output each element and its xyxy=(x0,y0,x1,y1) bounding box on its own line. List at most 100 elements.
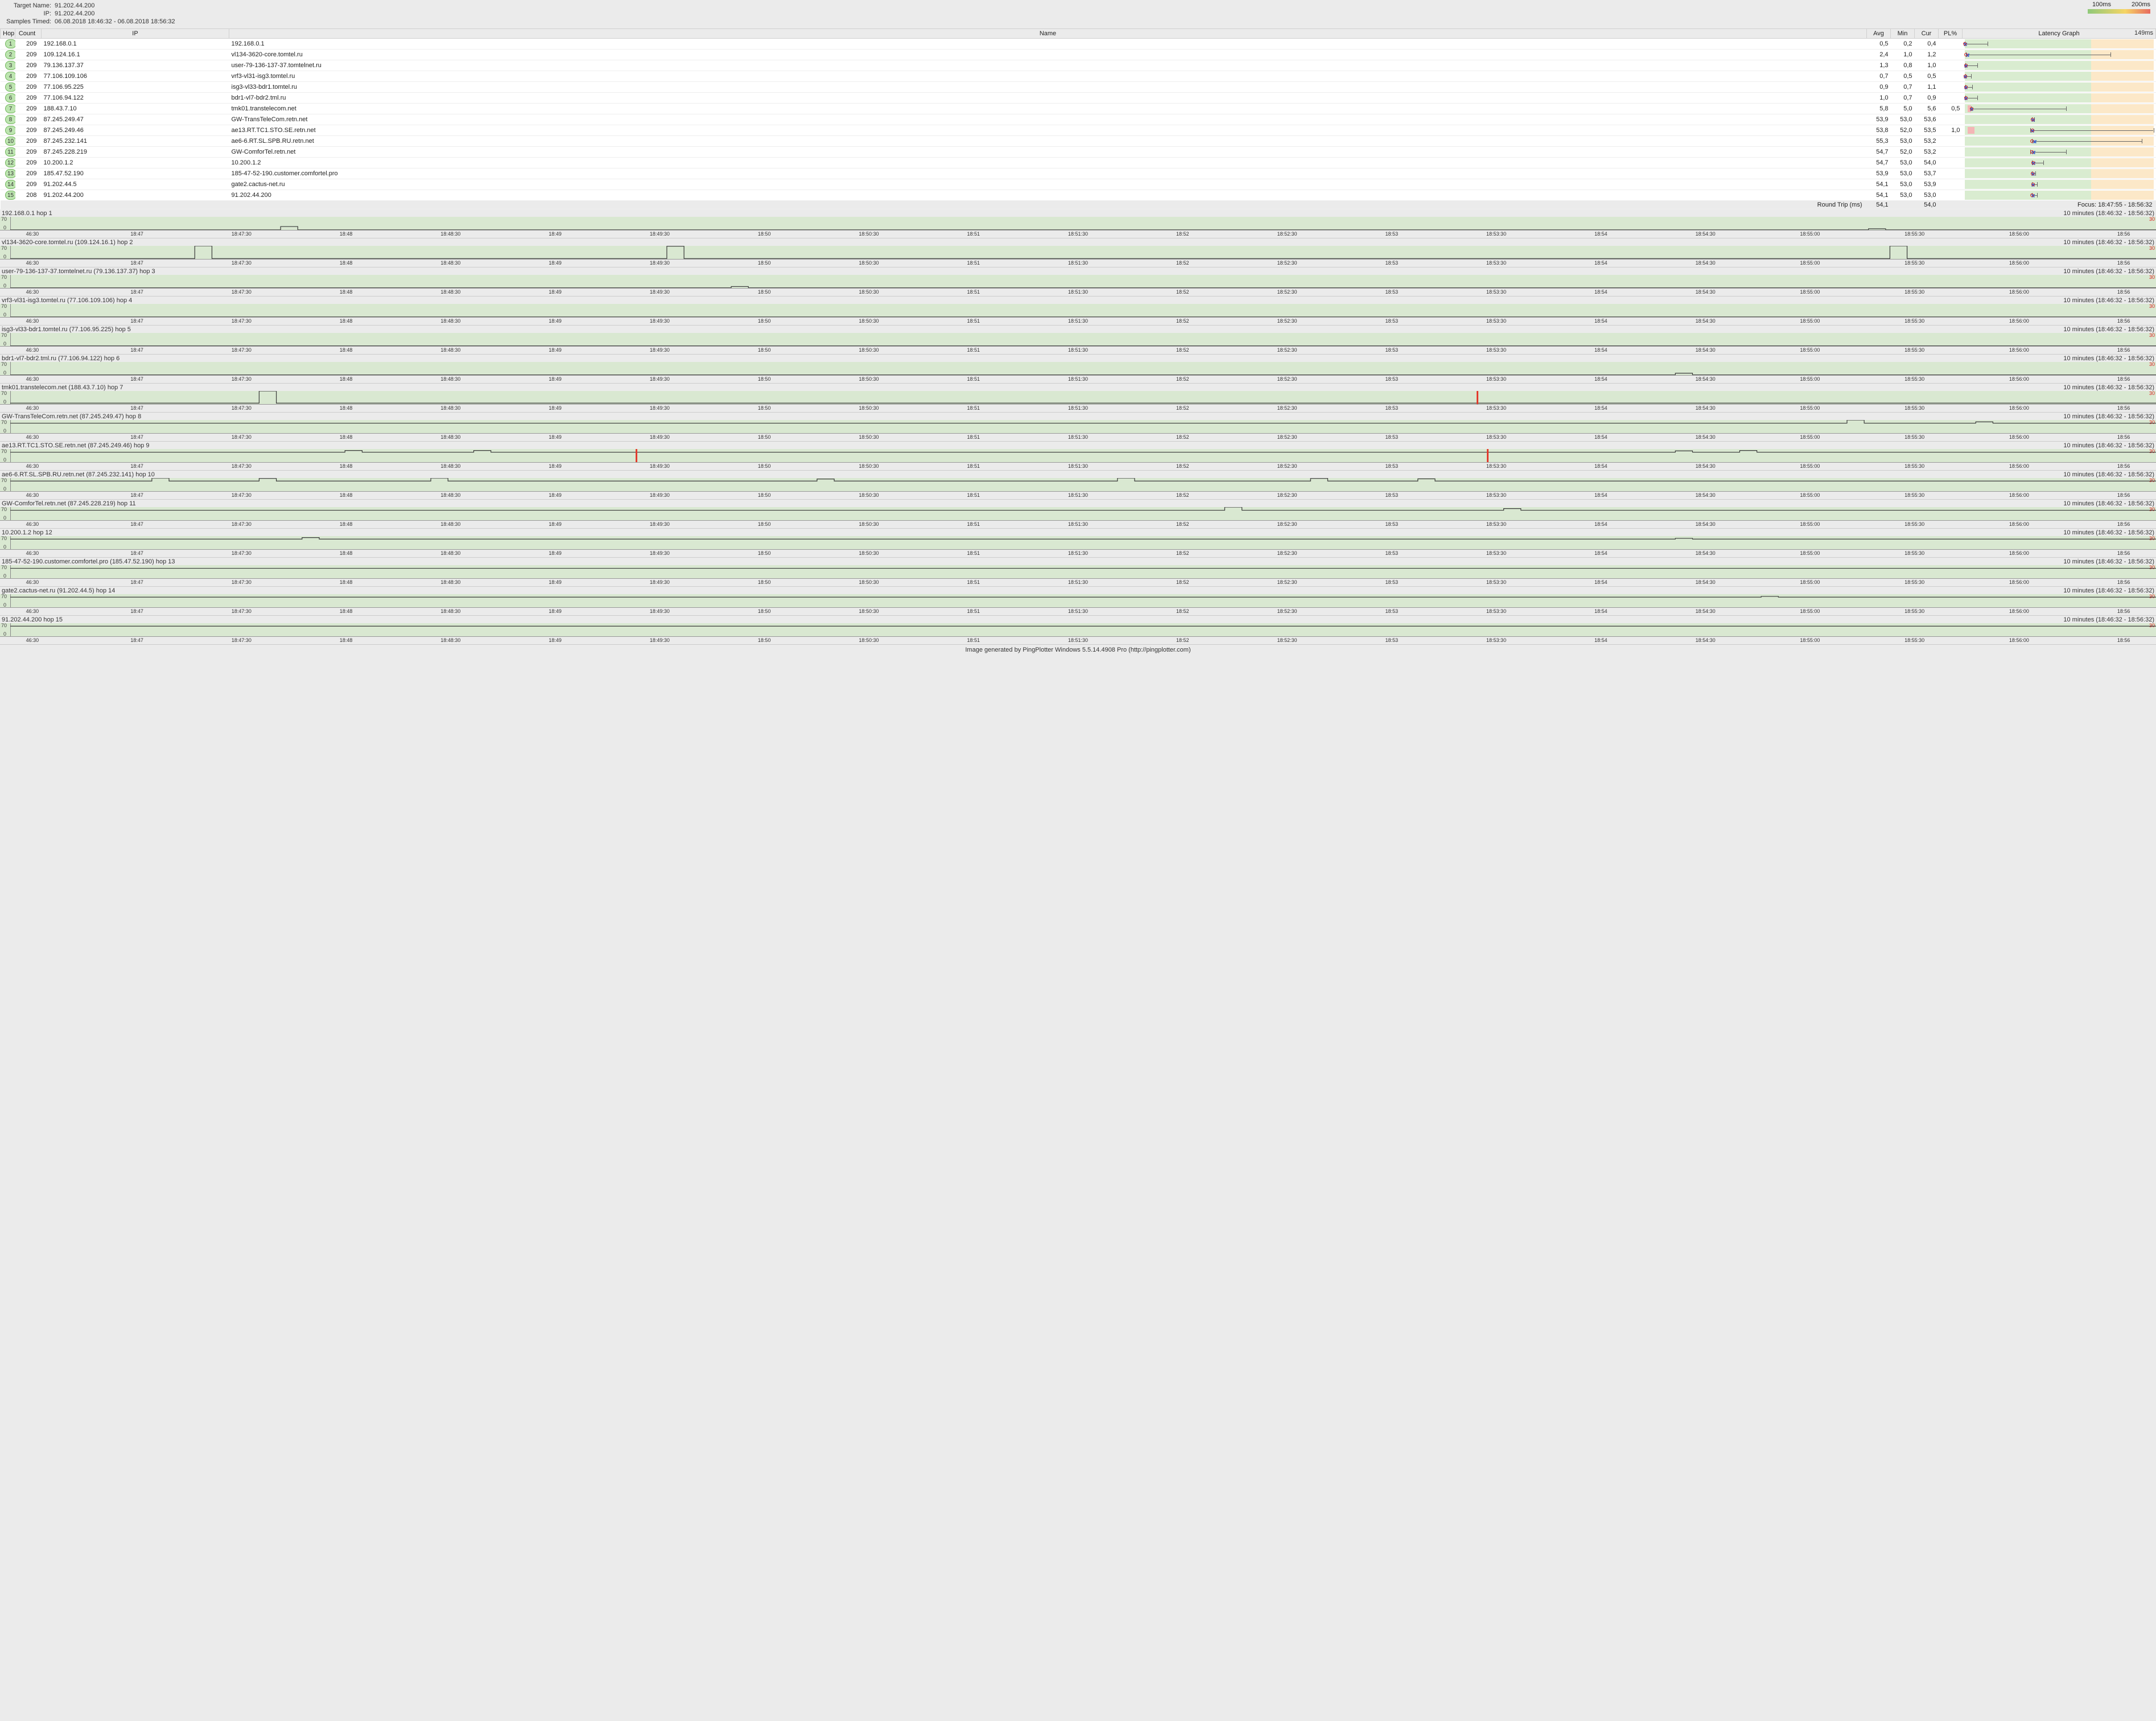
strip-graph[interactable]: 70030 xyxy=(0,478,2156,492)
strip-graph[interactable]: 70030 xyxy=(0,333,2156,347)
route-row[interactable]: 320979.136.137.37user-79-136-137-37.tomt… xyxy=(1,60,2156,71)
timeline-strip[interactable]: 185-47-52-190.customer.comfortel.pro (18… xyxy=(0,558,2156,587)
col-count[interactable]: Count xyxy=(15,29,42,39)
strip-graph[interactable]: 70030 xyxy=(0,420,2156,434)
route-row[interactable]: 920987.245.249.46ae13.RT.TC1.STO.SE.retn… xyxy=(1,125,2156,136)
route-row[interactable]: 620977.106.94.122bdr1-vl7-bdr2.tml.ru1,0… xyxy=(1,93,2156,104)
timeline-strip[interactable]: user-79-136-137-37.tomtelnet.ru (79.136.… xyxy=(0,267,2156,297)
hop-ip: 87.245.249.47 xyxy=(42,114,229,125)
hop-min: 52,0 xyxy=(1891,147,1915,158)
strip-range: 10 minutes (18:46:32 - 18:56:32) xyxy=(2063,355,2154,362)
hop-ip: 77.106.109.106 xyxy=(42,71,229,82)
strip-xaxis: 46:3018:4718:47:3018:4818:48:3018:4918:4… xyxy=(0,376,2156,384)
cur-marker xyxy=(2030,139,2034,143)
hop-latency-cell xyxy=(1963,125,2156,136)
col-name[interactable]: Name xyxy=(229,29,1867,39)
strip-xaxis: 46:3018:4718:47:3018:4818:48:3018:4918:4… xyxy=(0,492,2156,500)
strip-graph[interactable]: 70030 xyxy=(0,449,2156,463)
hop-min: 0,7 xyxy=(1891,82,1915,93)
hop-name: vrf3-vl31-isg3.tomtel.ru xyxy=(229,71,1867,82)
target-name-label: Target Name: xyxy=(5,2,55,9)
strip-xaxis: 46:3018:4718:47:3018:4818:48:3018:4918:4… xyxy=(0,550,2156,558)
timeline-strip[interactable]: 192.168.0.1 hop 110 minutes (18:46:32 - … xyxy=(0,209,2156,238)
strip-graph[interactable]: 70030 xyxy=(0,507,2156,521)
strip-range: 10 minutes (18:46:32 - 18:56:32) xyxy=(2063,210,2154,217)
hop-pl: 0,5 xyxy=(1939,104,1963,114)
route-row[interactable]: 1420991.202.44.5gate2.cactus-net.ru54,15… xyxy=(1,179,2156,190)
timeline-strip[interactable]: gate2.cactus-net.ru (91.202.44.5) hop 14… xyxy=(0,587,2156,616)
hop-cur: 1,2 xyxy=(1915,50,1939,60)
strip-graph[interactable]: 70030 xyxy=(0,565,2156,579)
hop-pl: 1,0 xyxy=(1939,125,1963,136)
hop-name: tmk01.transtelecom.net xyxy=(229,104,1867,114)
route-row[interactable]: 420977.106.109.106vrf3-vl31-isg3.tomtel.… xyxy=(1,71,2156,82)
cur-marker xyxy=(2031,118,2034,121)
hop-badge: 13 xyxy=(5,169,15,178)
strip-graph[interactable]: 70030 xyxy=(0,536,2156,550)
hop-avg: 2,4 xyxy=(1867,50,1891,60)
hop-avg: 0,9 xyxy=(1867,82,1891,93)
timeline-strip[interactable]: bdr1-vl7-bdr2.tml.ru (77.106.94.122) hop… xyxy=(0,355,2156,384)
route-row[interactable]: 7209188.43.7.10tmk01.transtelecom.net5,8… xyxy=(1,104,2156,114)
timeline-strip[interactable]: GW-ComforTel.retn.net (87.245.228.219) h… xyxy=(0,500,2156,529)
route-row[interactable]: 1220910.200.1.210.200.1.254,753,054,0 xyxy=(1,158,2156,168)
hop-latency-cell xyxy=(1963,50,2156,60)
strip-graph[interactable]: 70030 xyxy=(0,391,2156,405)
timeline-strip[interactable]: ae13.RT.TC1.STO.SE.retn.net (87.245.249.… xyxy=(0,442,2156,471)
timeline-strip[interactable]: vl134-3620-core.tomtel.ru (109.124.16.1)… xyxy=(0,238,2156,267)
hop-avg: 0,7 xyxy=(1867,71,1891,82)
strip-xaxis: 46:3018:4718:47:3018:4818:48:3018:4918:4… xyxy=(0,318,2156,326)
route-row[interactable]: 1209192.168.0.1192.168.0.10,50,20,4 xyxy=(1,39,2156,50)
col-hop[interactable]: Hop xyxy=(1,29,15,39)
legend-100ms: 100ms xyxy=(2092,1,2111,8)
round-trip-avg: 54,1 xyxy=(1867,201,1891,209)
col-avg[interactable]: Avg xyxy=(1867,29,1891,39)
strip-graph[interactable]: 70030 xyxy=(0,275,2156,289)
strip-title: vrf3-vl31-isg3.tomtel.ru (77.106.109.106… xyxy=(2,297,132,304)
timeline-strip[interactable]: 91.202.44.200 hop 1510 minutes (18:46:32… xyxy=(0,616,2156,645)
col-pl[interactable]: PL% xyxy=(1939,29,1963,39)
hop-badge: 7 xyxy=(5,104,15,113)
hop-badge: 11 xyxy=(5,147,15,157)
timeline-strip[interactable]: ae6-6.RT.SL.SPB.RU.retn.net (87.245.232.… xyxy=(0,471,2156,500)
footer: Image generated by PingPlotter Windows 5… xyxy=(0,645,2156,655)
strip-graph[interactable]: 70030 xyxy=(0,623,2156,637)
strip-graph[interactable]: 70030 xyxy=(0,246,2156,260)
timeline-strip[interactable]: vrf3-vl31-isg3.tomtel.ru (77.106.109.106… xyxy=(0,297,2156,326)
col-ip[interactable]: IP xyxy=(42,29,229,39)
hop-ip: 87.245.228.219 xyxy=(42,147,229,158)
route-row[interactable]: 520977.106.95.225isg3-vl33-bdr1.tomtel.r… xyxy=(1,82,2156,93)
hop-badge: 9 xyxy=(5,126,15,135)
hop-avg: 54,7 xyxy=(1867,147,1891,158)
col-latency-graph[interactable]: Latency Graph 149ms xyxy=(1963,29,2156,39)
route-row[interactable]: 2209109.124.16.1vl134-3620-core.tomtel.r… xyxy=(1,50,2156,60)
strip-xaxis: 46:3018:4718:47:3018:4818:48:3018:4918:4… xyxy=(0,579,2156,587)
strip-graph[interactable]: 70030 xyxy=(0,362,2156,376)
route-row[interactable]: 1120987.245.228.219GW-ComforTel.retn.net… xyxy=(1,147,2156,158)
col-cur[interactable]: Cur xyxy=(1915,29,1939,39)
hop-cur: 53,6 xyxy=(1915,114,1939,125)
latency-range xyxy=(2030,130,2153,131)
hop-latency-cell xyxy=(1963,82,2156,93)
hop-avg: 53,9 xyxy=(1867,168,1891,179)
header: Target Name: 91.202.44.200 IP: 91.202.44… xyxy=(0,0,2156,28)
strip-title: vl134-3620-core.tomtel.ru (109.124.16.1)… xyxy=(2,239,133,246)
timeline-strip[interactable]: 10.200.1.2 hop 1210 minutes (18:46:32 - … xyxy=(0,529,2156,558)
strip-graph[interactable]: 70030 xyxy=(0,594,2156,608)
timeline-strip[interactable]: isg3-vl33-bdr1.tomtel.ru (77.106.95.225)… xyxy=(0,326,2156,355)
strip-xaxis: 46:3018:4718:47:3018:4818:48:3018:4918:4… xyxy=(0,608,2156,616)
hop-pl xyxy=(1939,39,1963,50)
col-min[interactable]: Min xyxy=(1891,29,1915,39)
hop-count: 209 xyxy=(15,158,42,168)
route-row[interactable]: 820987.245.249.47GW-TransTeleCom.retn.ne… xyxy=(1,114,2156,125)
hop-avg: 54,1 xyxy=(1867,179,1891,190)
timeline-strip[interactable]: tmk01.transtelecom.net (188.43.7.10) hop… xyxy=(0,384,2156,413)
strip-graph[interactable]: 70030 xyxy=(0,304,2156,318)
timeline-strip[interactable]: GW-TransTeleCom.retn.net (87.245.249.47)… xyxy=(0,413,2156,442)
strip-graph[interactable]: 70030 xyxy=(0,217,2156,230)
route-row[interactable]: 1520891.202.44.20091.202.44.20054,153,05… xyxy=(1,190,2156,201)
hop-cur: 1,0 xyxy=(1915,60,1939,71)
route-row[interactable]: 1020987.245.232.141ae6-6.RT.SL.SPB.RU.re… xyxy=(1,136,2156,147)
cur-marker xyxy=(2031,161,2035,164)
route-row[interactable]: 13209185.47.52.190185-47-52-190.customer… xyxy=(1,168,2156,179)
